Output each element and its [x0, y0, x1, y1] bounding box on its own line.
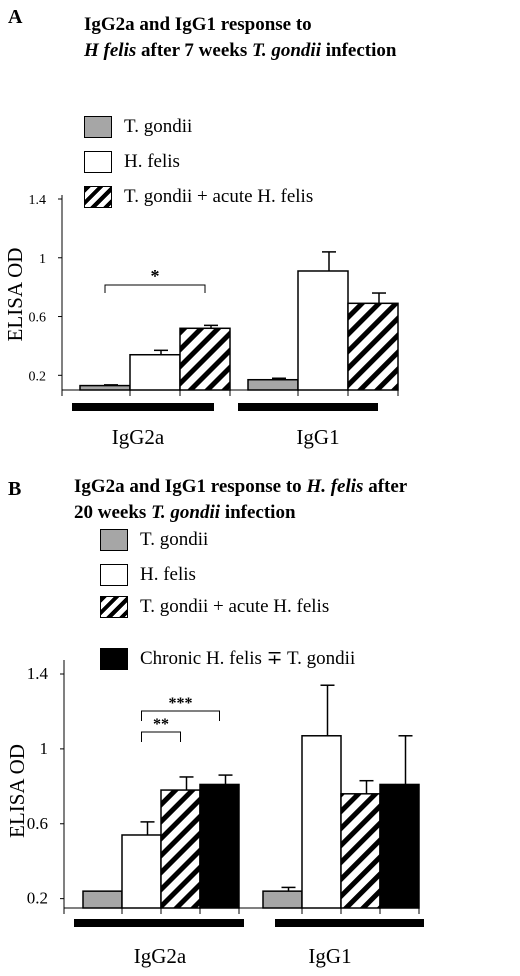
legend-swatch-hatch	[84, 186, 112, 208]
legend-swatch-white	[84, 151, 112, 173]
panel-b: B IgG2a and IgG1 response to H. felis af…	[0, 470, 520, 976]
bar	[340, 793, 381, 909]
bar	[199, 783, 240, 909]
significance-label: *	[151, 266, 160, 286]
legend-swatch-gray	[100, 529, 128, 551]
legend-swatch-white	[100, 564, 128, 586]
legend-swatch-hatch	[100, 596, 128, 618]
group-bar	[72, 403, 214, 411]
bar	[347, 302, 399, 391]
chart-title: IgG2a and IgG1 response to H. felis afte…	[74, 474, 407, 526]
y-tick-label: 1.4	[27, 664, 49, 683]
legend-item: T. gondii	[100, 529, 208, 551]
legend-item: Chronic H. felis ∓ T. gondii	[100, 648, 355, 670]
bar	[129, 353, 181, 391]
panel-a: A IgG2a and IgG1 response to H felis afte…	[0, 0, 520, 470]
legend-label: T. gondii + acute H. felis	[140, 596, 330, 617]
bar	[121, 834, 162, 909]
y-tick-label: 0.6	[29, 311, 47, 326]
chart-title: IgG2a and IgG1 response to H felis after …	[84, 12, 396, 64]
x-category-label: IgG2a	[112, 425, 165, 449]
legend-label: Chronic H. felis ∓ T. gondii	[140, 648, 356, 669]
legend-label: H. felis	[140, 564, 196, 585]
legend-item: T. gondii + acute H. felis	[100, 596, 329, 618]
panel-letter: B	[8, 478, 22, 500]
bar-chart-b: 0.2 0.6 1 1.4 ELISA OD IgG2a IgG1 *****	[5, 660, 424, 968]
bar	[247, 378, 299, 391]
legend-item: T. gondii	[84, 116, 192, 138]
title-part: infection	[320, 40, 397, 61]
legend-item: H. felis	[100, 564, 196, 586]
title-part: after	[363, 476, 408, 497]
significance-label: **	[153, 716, 169, 733]
legend-item: T. gondii + acute H. felis	[84, 186, 313, 208]
group-bar	[238, 403, 378, 411]
legend-label: T. gondii + acute H. felis	[124, 186, 314, 207]
significance-bracket	[141, 710, 220, 721]
y-axis-label: ELISA OD	[3, 248, 27, 342]
title-part: IgG2a and IgG1 response to	[84, 14, 312, 35]
y-tick-label: 0.6	[27, 814, 48, 833]
y-tick-label: 1	[40, 739, 49, 758]
x-category-label: IgG1	[308, 944, 351, 968]
legend-swatch-black	[100, 648, 128, 670]
bar	[301, 735, 342, 909]
title-part: 20 weeks	[74, 502, 152, 523]
legend-swatch-gray	[84, 116, 112, 138]
title-part: IgG2a and IgG1 response to	[74, 476, 307, 497]
bar	[262, 890, 303, 909]
title-part: H felis	[84, 40, 137, 61]
legend-label: H. felis	[124, 151, 180, 172]
legend-label: T. gondii	[140, 529, 209, 550]
y-tick-label: 1.4	[29, 193, 47, 208]
legend-label: T. gondii	[124, 116, 193, 137]
bar-chart-a: 0.2 0.6 1 1.4 ELISA OD IgG2a IgG1 *	[3, 193, 399, 449]
y-tick-label: 1	[39, 252, 46, 267]
bar	[160, 789, 201, 909]
bar	[79, 384, 131, 391]
significance-bracket	[141, 731, 181, 742]
bar	[82, 890, 123, 909]
significance-bracket	[104, 284, 206, 293]
group-bar	[275, 919, 424, 927]
title-part: H. felis	[306, 476, 364, 497]
y-axis-label: ELISA OD	[5, 744, 29, 838]
panel-letter: A	[8, 6, 23, 28]
title-part: T. gondii	[151, 502, 221, 523]
y-tick-label: 0.2	[29, 369, 47, 384]
bar	[179, 327, 231, 391]
x-category-label: IgG2a	[134, 944, 187, 968]
title-part: after 7 weeks	[136, 40, 252, 61]
title-part: infection	[220, 502, 296, 523]
legend-item: H. felis	[84, 151, 180, 173]
title-part: T. gondii	[251, 40, 321, 61]
bar	[297, 270, 349, 391]
bar	[379, 783, 420, 909]
group-bar	[74, 919, 244, 927]
x-category-label: IgG1	[296, 425, 339, 449]
y-tick-label: 0.2	[27, 889, 48, 908]
significance-label: ***	[169, 695, 193, 712]
